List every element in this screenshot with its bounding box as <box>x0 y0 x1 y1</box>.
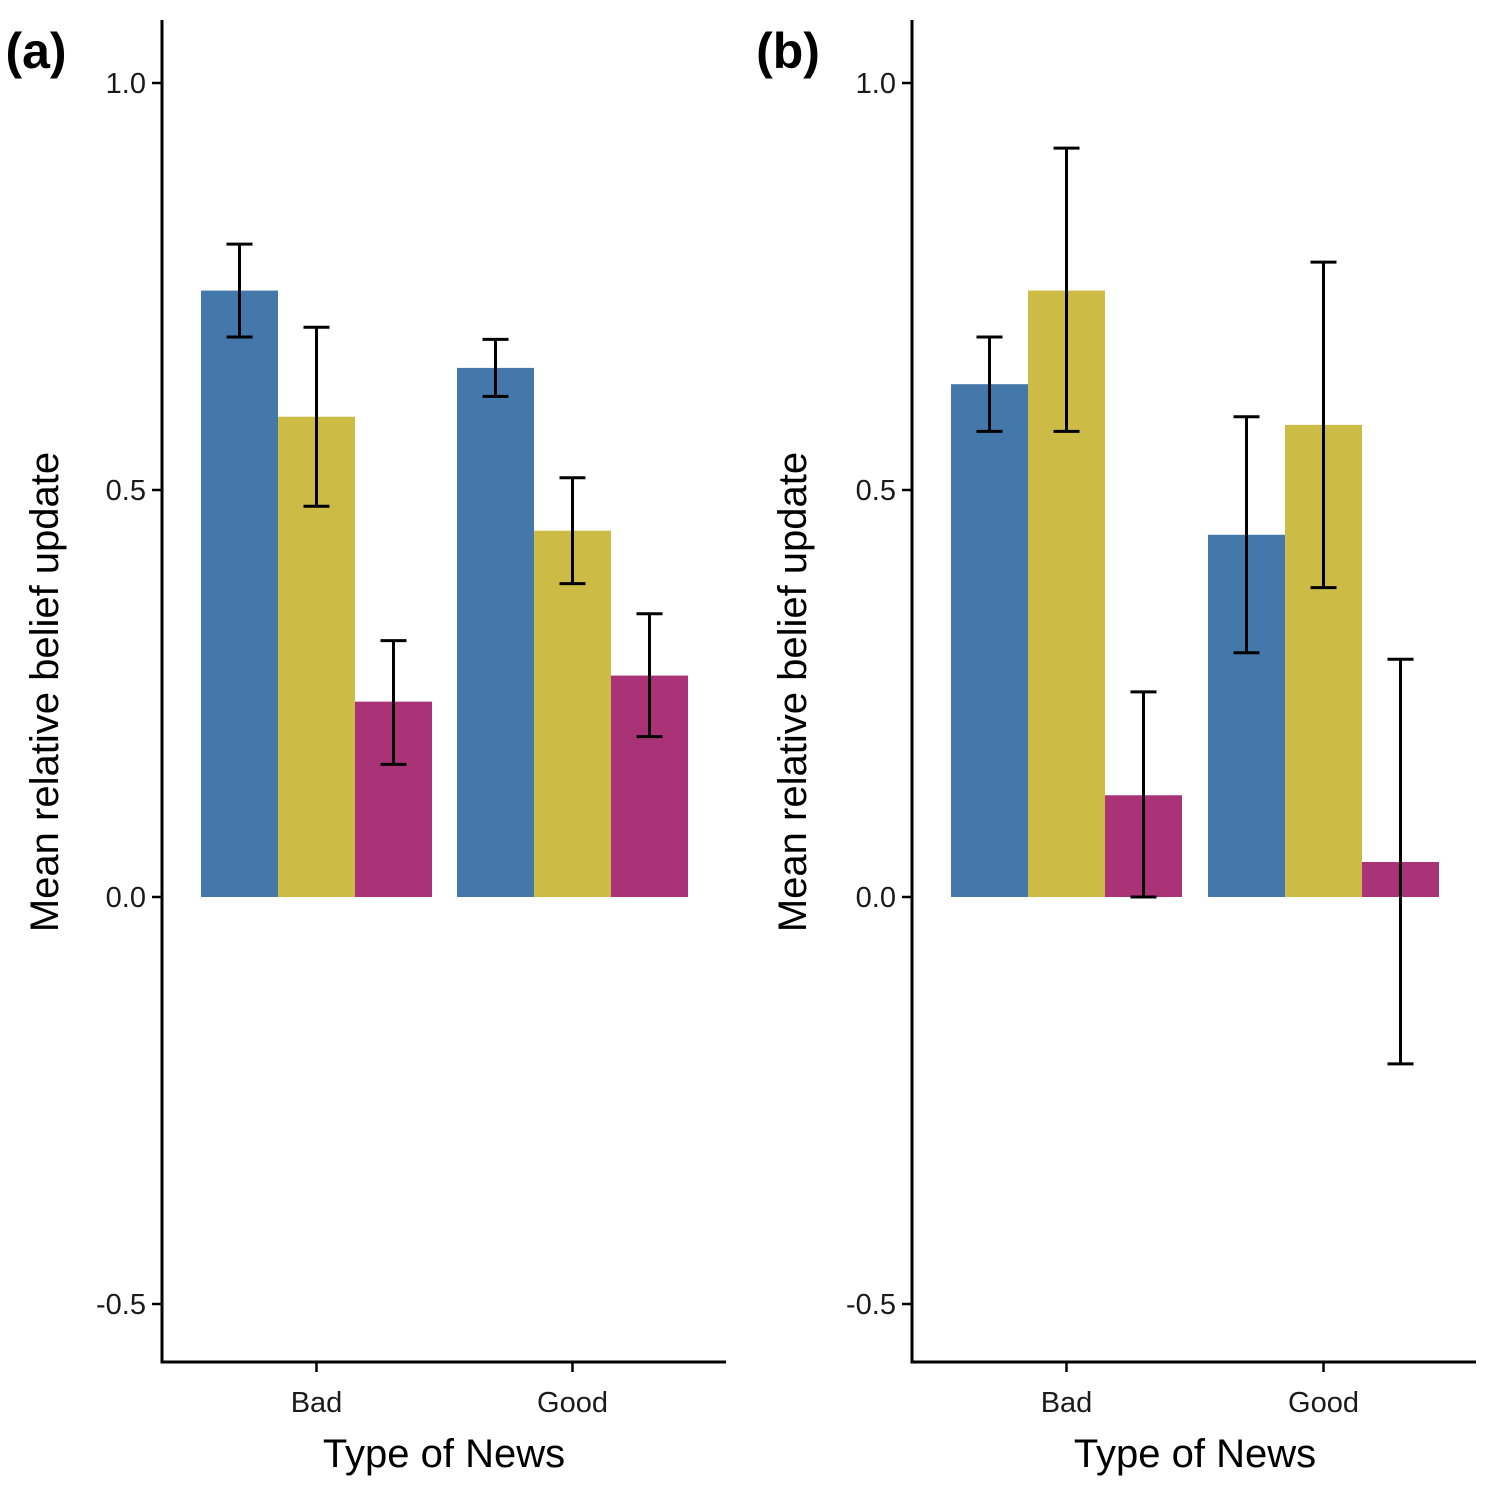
bar <box>534 530 611 897</box>
x-tick-label: Bad <box>291 1387 343 1419</box>
y-tick-label: 1.0 <box>106 68 146 100</box>
y-tick-label: 0.0 <box>856 882 896 914</box>
panel-label: (b) <box>756 23 820 79</box>
y-tick-label: 0.5 <box>106 475 146 507</box>
y-axis-title: Mean relative belief update <box>771 452 815 932</box>
y-tick-label: 1.0 <box>856 68 896 100</box>
x-axis-title: Type of News <box>1074 1432 1316 1476</box>
y-axis-title: Mean relative belief update <box>23 452 67 932</box>
bar <box>951 384 1028 897</box>
x-tick-label: Bad <box>1041 1387 1093 1419</box>
x-axis-title: Type of News <box>323 1432 565 1476</box>
y-tick-label: 0.0 <box>106 882 146 914</box>
panel-a: -0.5 0.0 0.5 1.0 Bad Good Type of News Mean rel… <box>5 20 726 1476</box>
bar <box>201 290 278 897</box>
bar <box>457 367 534 897</box>
y-tick-label: 0.5 <box>856 475 896 507</box>
panel-b: -0.5 0.0 0.5 1.0 Bad Good Type of News Mean rel… <box>756 20 1476 1476</box>
y-tick-label: -0.5 <box>96 1289 146 1321</box>
x-tick-label: Good <box>537 1387 608 1419</box>
x-tick-label: Good <box>1288 1387 1359 1419</box>
panel-label: (a) <box>5 23 66 79</box>
y-tick-label: -0.5 <box>846 1289 896 1321</box>
